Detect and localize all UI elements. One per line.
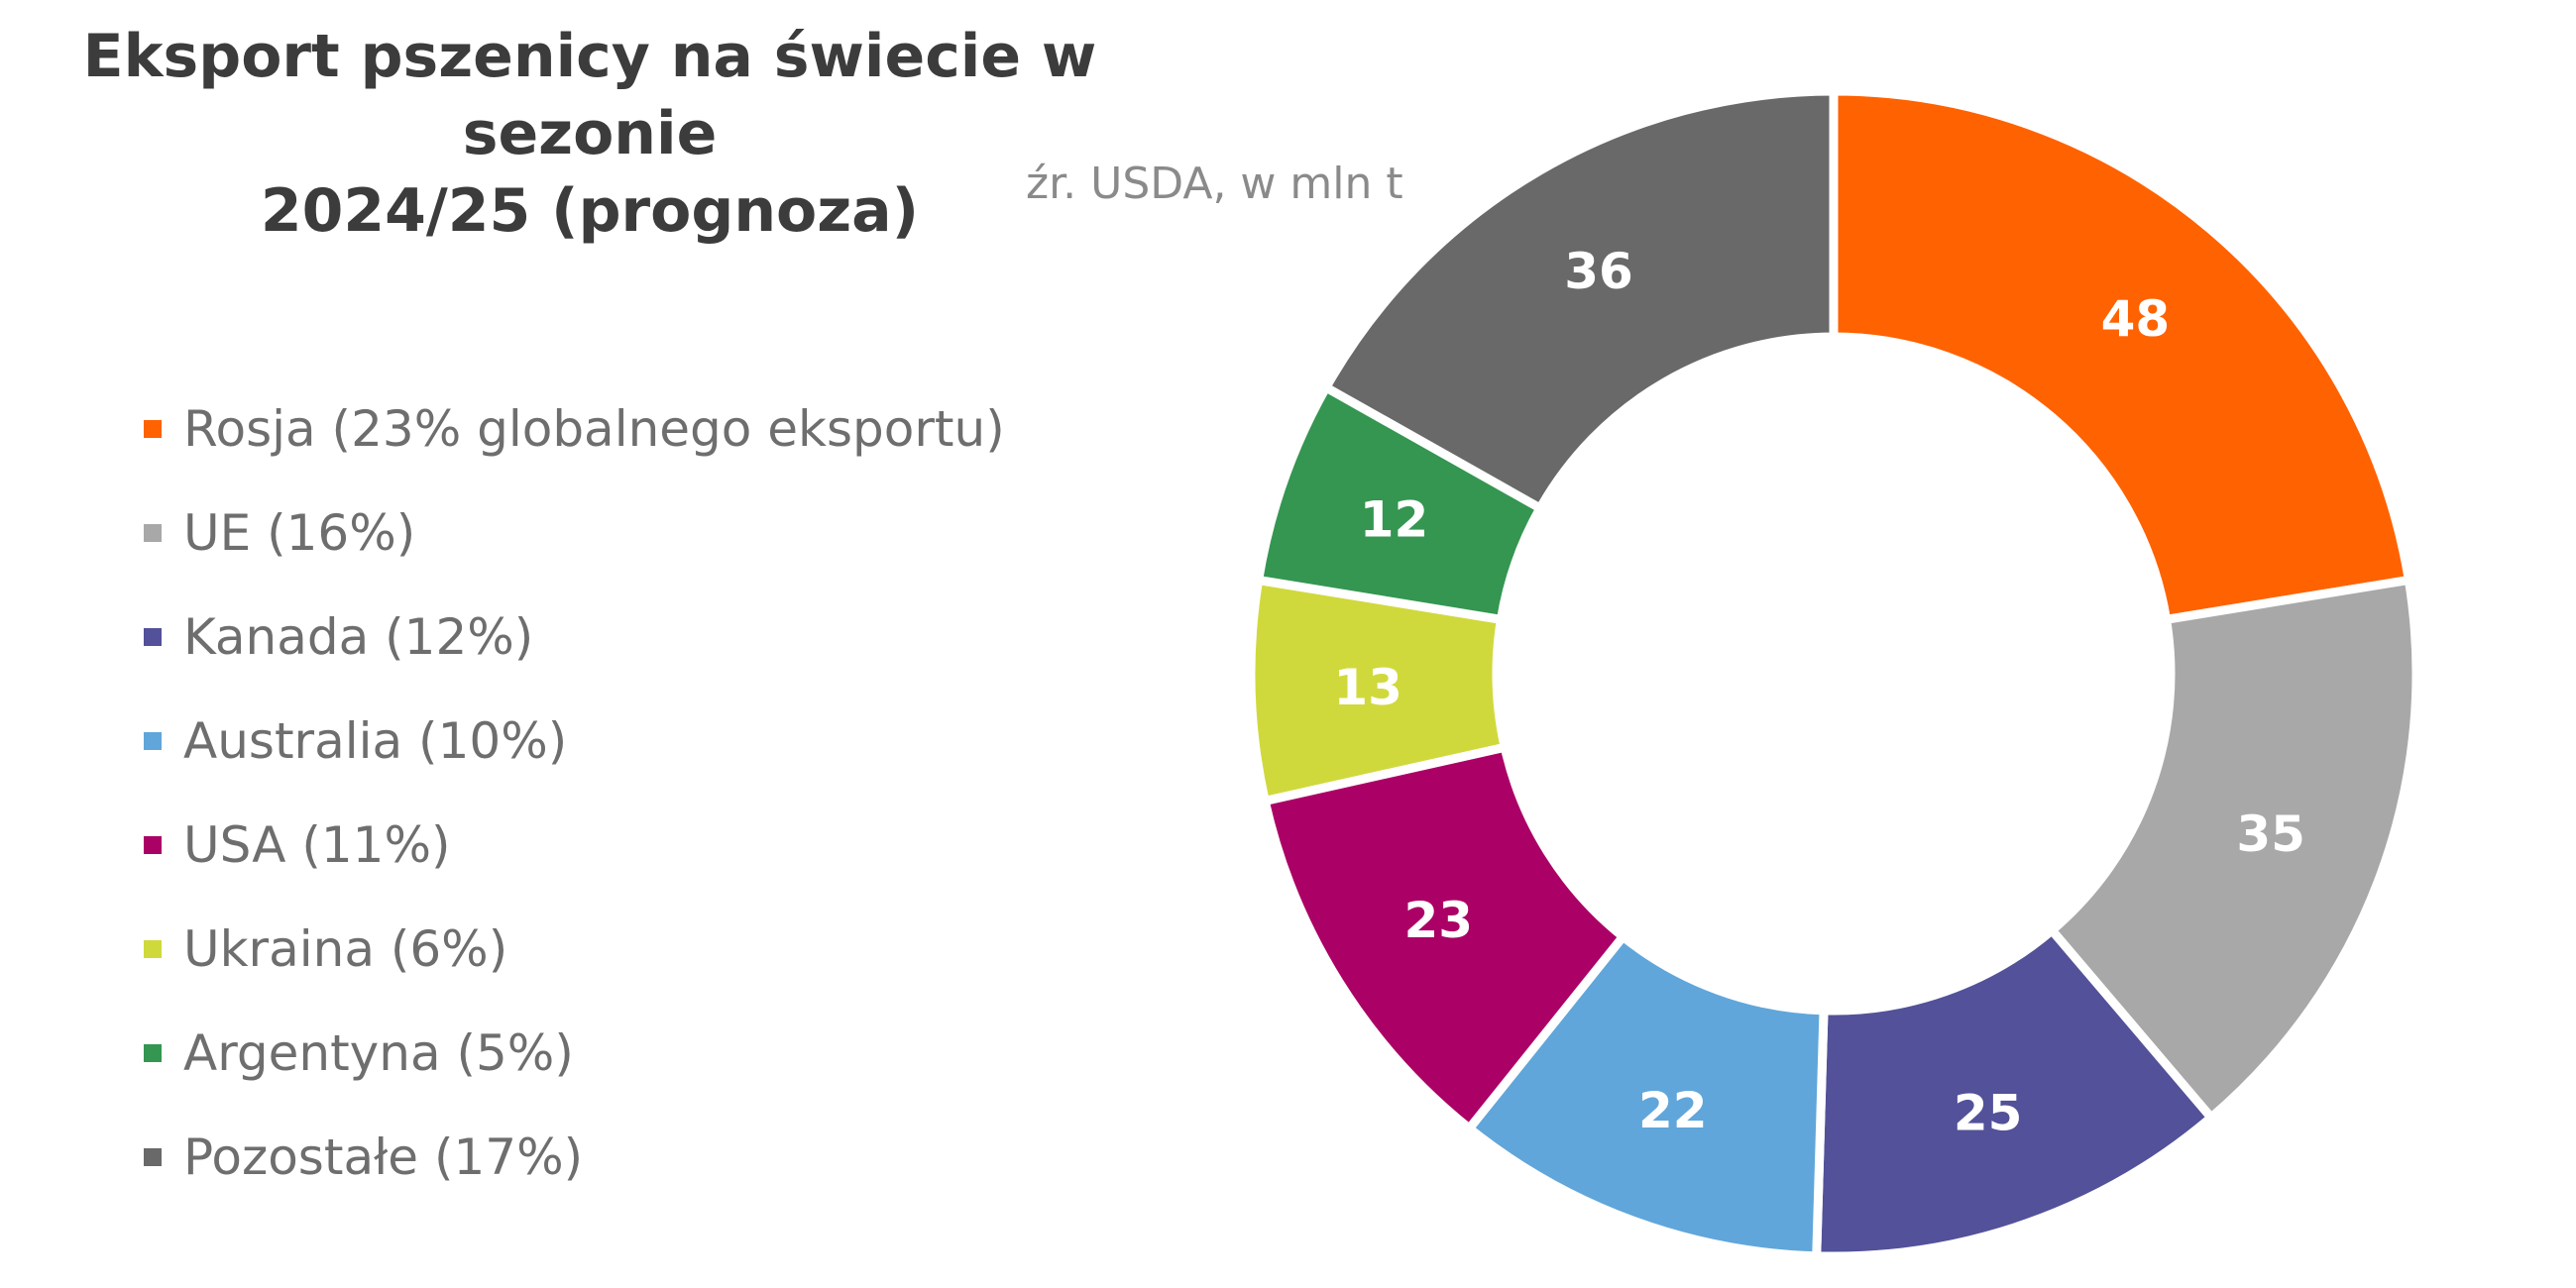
chart-source-note: źr. USDA, w mln t <box>1026 159 1403 209</box>
legend-item-ukraina: Ukraina (6%) <box>144 897 1005 1001</box>
legend-item-rosja: Rosja (23% globalnego eksportu) <box>144 376 1005 481</box>
legend-swatch <box>144 627 162 646</box>
donut-slice <box>2045 575 2421 1125</box>
legend-label: Kanada (12%) <box>183 607 534 666</box>
legend-label: Argentyna (5%) <box>183 1023 574 1082</box>
legend-swatch <box>144 1147 162 1166</box>
legend-label: Pozostałe (17%) <box>183 1127 584 1186</box>
legend-label: UE (16%) <box>183 503 416 562</box>
legend-swatch <box>144 939 162 958</box>
legend-swatch <box>144 1043 162 1062</box>
legend-label: USA (11%) <box>183 815 451 874</box>
legend-label: Ukraina (6%) <box>183 919 508 978</box>
legend-label: Rosja (23% globalnego eksportu) <box>183 399 1005 458</box>
slice-value-label: 36 <box>1564 243 1633 300</box>
legend-swatch <box>144 835 162 854</box>
slice-value-label: 12 <box>1360 490 1429 548</box>
slice-value-label: 48 <box>2101 290 2171 348</box>
legend-swatch <box>144 523 162 542</box>
slice-value-label: 23 <box>1403 892 1473 949</box>
donut-slice <box>1812 923 2218 1261</box>
legend-item-usa: USA (11%) <box>144 793 1005 897</box>
donut-slice <box>1319 86 1839 515</box>
legend-item-pozostale: Pozostałe (17%) <box>144 1105 1005 1209</box>
legend-label: Australia (10%) <box>183 711 568 770</box>
donut-slice <box>1829 86 2414 625</box>
chart-title: Eksport pszenicy na świecie w sezonie 20… <box>0 18 1179 250</box>
legend-item-australia: Australia (10%) <box>144 689 1005 793</box>
chart-legend: Rosja (23% globalnego eksportu) UE (16%)… <box>144 376 1005 1209</box>
legend-item-ue: UE (16%) <box>144 481 1005 585</box>
slice-value-label: 22 <box>1638 1082 1708 1139</box>
donut-slice <box>1259 741 1629 1135</box>
legend-swatch <box>144 419 162 438</box>
chart-title-line-2: 2024/25 (prognoza) <box>260 176 920 246</box>
legend-item-argentyna: Argentyna (5%) <box>144 1001 1005 1105</box>
donut-chart: 48 35 25 22 23 13 12 36 <box>1246 86 2421 1261</box>
chart-title-line-1: Eksport pszenicy na świecie w sezonie <box>82 22 1097 168</box>
slice-value-label: 13 <box>1333 659 1402 716</box>
slice-value-label: 25 <box>1954 1084 2023 1141</box>
slice-value-label: 35 <box>2236 805 2305 863</box>
legend-swatch <box>144 731 162 750</box>
legend-item-kanada: Kanada (12%) <box>144 585 1005 689</box>
